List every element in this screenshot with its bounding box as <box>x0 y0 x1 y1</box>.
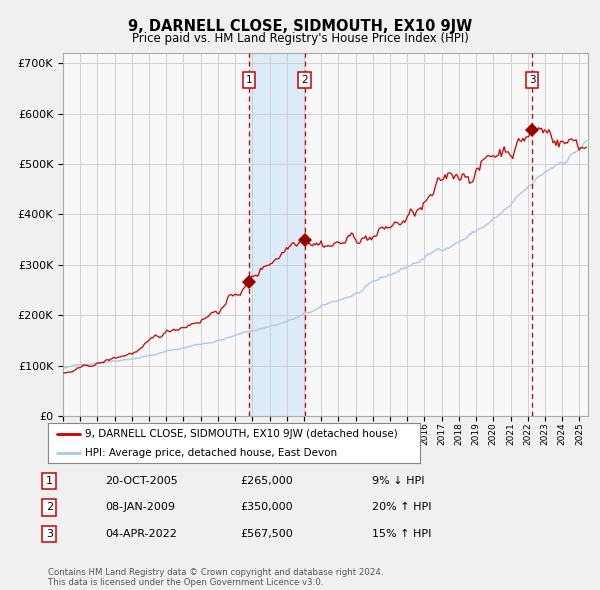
Text: £567,500: £567,500 <box>240 529 293 539</box>
Text: 1: 1 <box>245 76 252 86</box>
Text: Contains HM Land Registry data © Crown copyright and database right 2024.
This d: Contains HM Land Registry data © Crown c… <box>48 568 383 587</box>
Text: Price paid vs. HM Land Registry's House Price Index (HPI): Price paid vs. HM Land Registry's House … <box>131 32 469 45</box>
Text: 04-APR-2022: 04-APR-2022 <box>105 529 177 539</box>
Text: 20-OCT-2005: 20-OCT-2005 <box>105 476 178 486</box>
Text: 15% ↑ HPI: 15% ↑ HPI <box>372 529 431 539</box>
Text: 2: 2 <box>46 503 53 512</box>
Text: 2: 2 <box>301 76 308 86</box>
Text: £265,000: £265,000 <box>240 476 293 486</box>
Text: 9% ↓ HPI: 9% ↓ HPI <box>372 476 425 486</box>
Text: 1: 1 <box>46 476 53 486</box>
Text: £350,000: £350,000 <box>240 503 293 512</box>
Bar <box>249 53 304 416</box>
Text: 08-JAN-2009: 08-JAN-2009 <box>105 503 175 512</box>
Text: 9, DARNELL CLOSE, SIDMOUTH, EX10 9JW (detached house): 9, DARNELL CLOSE, SIDMOUTH, EX10 9JW (de… <box>85 430 398 440</box>
Text: HPI: Average price, detached house, East Devon: HPI: Average price, detached house, East… <box>85 448 337 458</box>
Text: 9, DARNELL CLOSE, SIDMOUTH, EX10 9JW: 9, DARNELL CLOSE, SIDMOUTH, EX10 9JW <box>128 19 472 34</box>
Text: 3: 3 <box>529 76 536 86</box>
Text: 3: 3 <box>46 529 53 539</box>
Text: 20% ↑ HPI: 20% ↑ HPI <box>372 503 431 512</box>
